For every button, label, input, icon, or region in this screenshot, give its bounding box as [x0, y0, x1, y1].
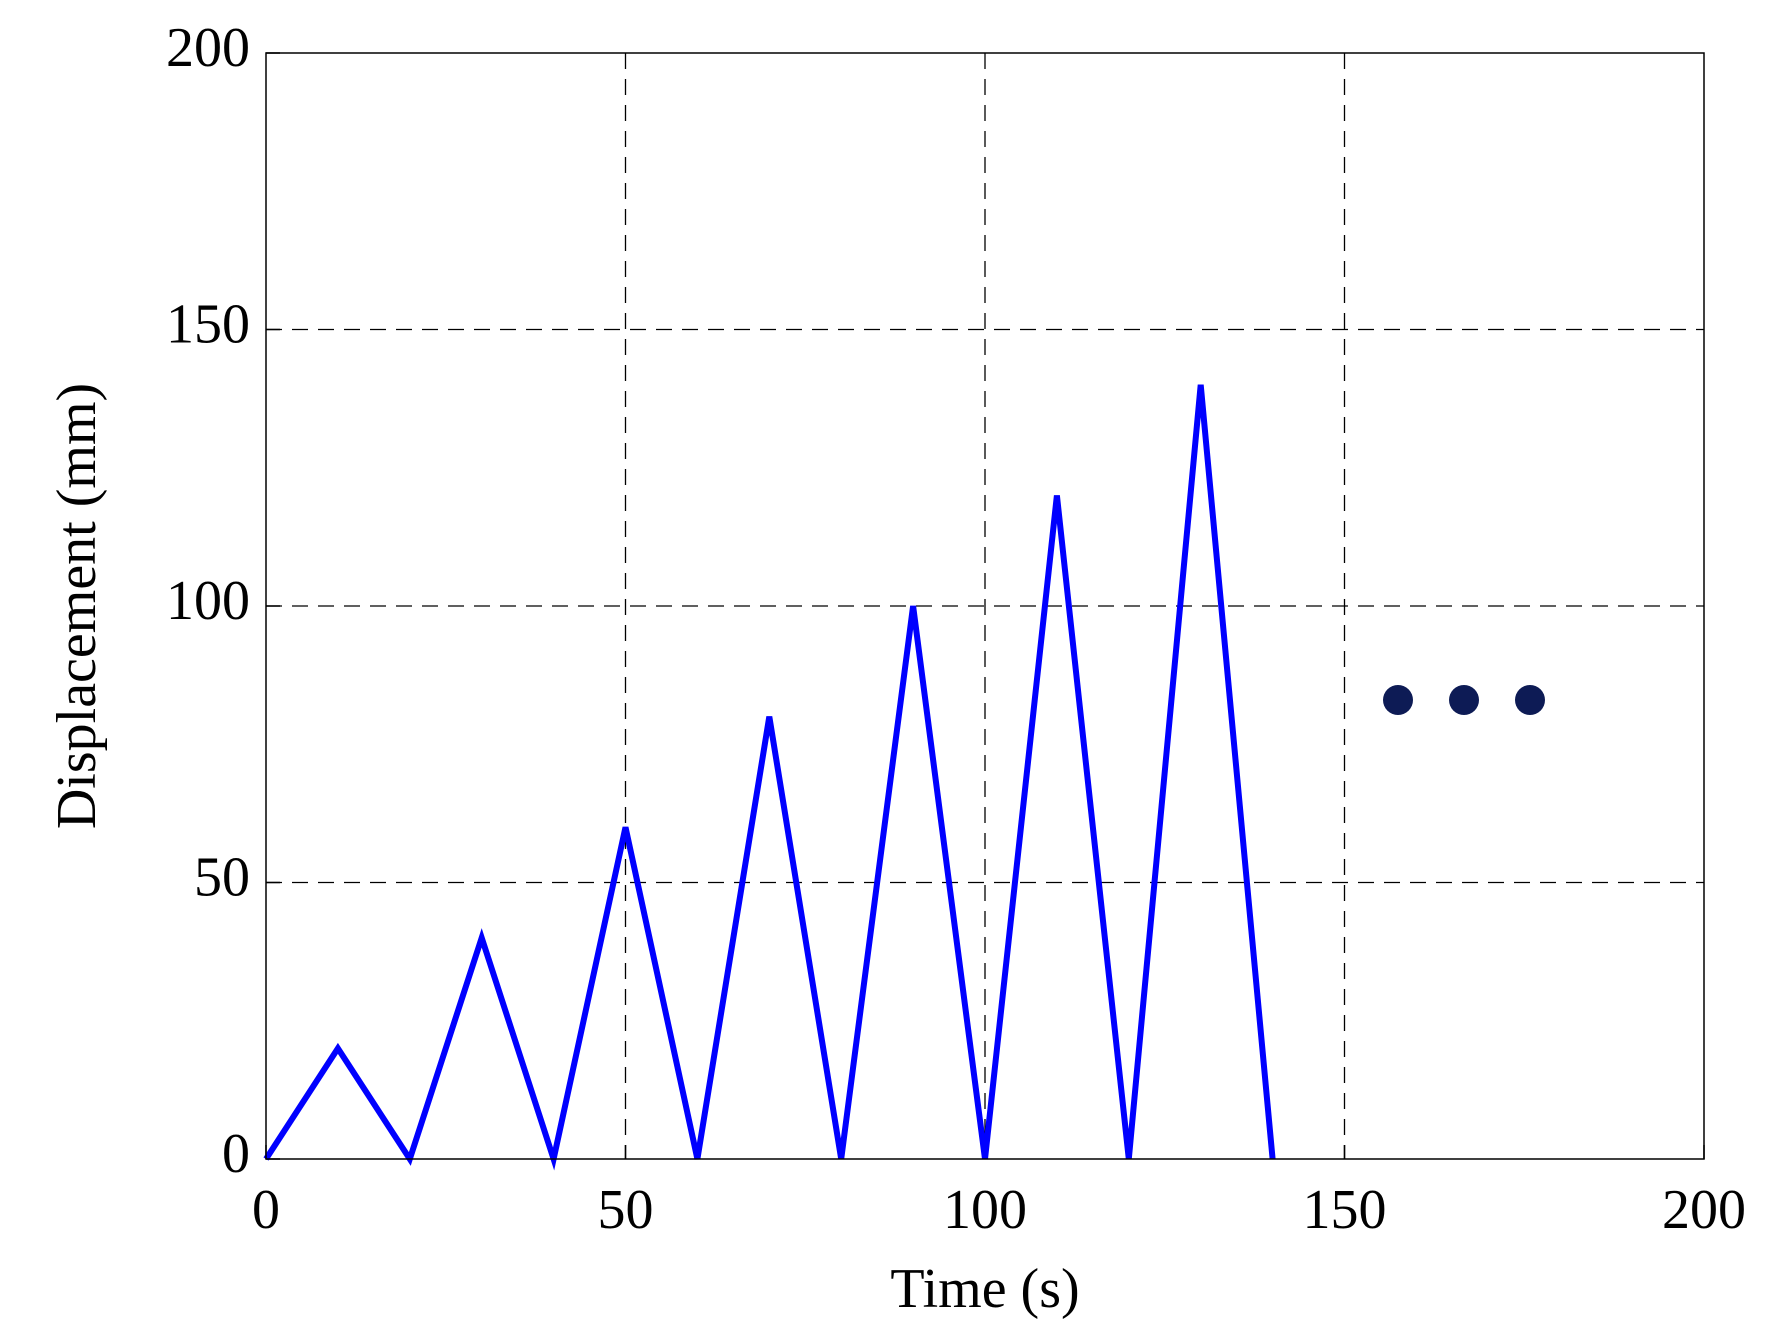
x-tick-label: 200	[1662, 1179, 1746, 1241]
grid	[265, 52, 1705, 1160]
y-axis-label: Displacement (mm)	[46, 383, 108, 829]
y-tick-label: 100	[166, 570, 250, 632]
continuation-dot	[1383, 685, 1413, 715]
continuation-dot	[1449, 685, 1479, 715]
x-tick-label: 150	[1303, 1179, 1387, 1241]
x-tick-label: 50	[598, 1179, 654, 1241]
x-axis-label: Time (s)	[890, 1258, 1079, 1320]
y-tick-label: 0	[222, 1123, 250, 1185]
y-tick-label: 150	[166, 293, 250, 355]
data-line	[263, 384, 1276, 1171]
x-tick-label: 100	[943, 1179, 1027, 1241]
axes-frame	[265, 52, 1705, 1160]
y-tick-label: 200	[166, 17, 250, 79]
y-tick-label: 50	[194, 846, 250, 908]
plot	[263, 384, 1276, 1171]
continuation-dot	[1515, 685, 1545, 715]
x-tick-label: 0	[252, 1179, 280, 1241]
